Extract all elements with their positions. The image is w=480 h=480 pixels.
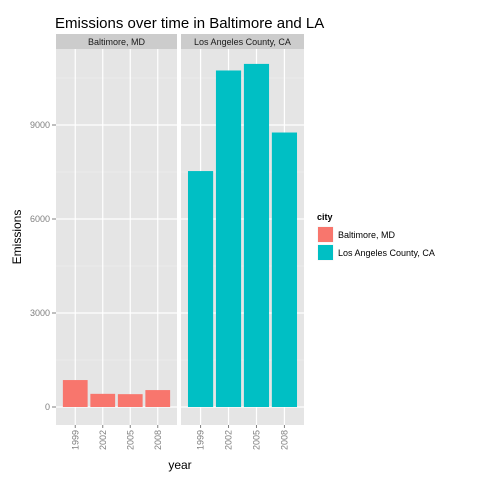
x-tick-label: 2002 — [98, 430, 108, 450]
bar — [62, 380, 88, 407]
y-axis-label: Emissions — [10, 210, 24, 265]
facet-strip-label: Los Angeles County, CA — [194, 37, 291, 47]
x-tick-label: 2005 — [125, 430, 135, 450]
x-tick-label: 1999 — [196, 430, 206, 450]
bar — [145, 390, 171, 407]
facet-strip — [56, 34, 177, 49]
bar — [187, 171, 214, 407]
y-tick-label: 9000 — [30, 120, 50, 130]
facet-strip-label: Baltimore, MD — [88, 37, 146, 47]
legend-swatch — [318, 245, 333, 260]
x-tick-label: 1999 — [70, 430, 80, 450]
x-tick-label: 2008 — [153, 430, 163, 450]
bar — [117, 394, 143, 407]
y-tick-label: 0 — [45, 402, 50, 412]
facet-panel: Baltimore, MD 1999 2002 2005 2008 — [56, 34, 177, 450]
facet-strip — [181, 34, 304, 49]
y-tick-label: 3000 — [30, 308, 50, 318]
x-axis-label: year — [168, 458, 191, 472]
bar — [243, 63, 270, 408]
x-tick-label: 2008 — [279, 430, 289, 450]
facet-panel: Los Angeles County, CA 1999 2002 2005 2008 — [181, 34, 304, 450]
legend-title: city — [317, 212, 333, 222]
x-tick-label: 2005 — [251, 430, 261, 450]
bar — [90, 393, 116, 407]
bar — [215, 70, 242, 407]
legend-label: Los Angeles County, CA — [338, 248, 435, 258]
legend: city Baltimore, MD Los Angeles County, CA — [316, 212, 435, 262]
legend-swatch — [318, 227, 333, 242]
chart-title: Emissions over time in Baltimore and LA — [55, 15, 324, 32]
panel-background — [56, 49, 177, 425]
y-tick-label: 6000 — [30, 214, 50, 224]
x-tick-label: 2002 — [224, 430, 234, 450]
bar — [271, 132, 298, 407]
legend-label: Baltimore, MD — [338, 230, 396, 240]
